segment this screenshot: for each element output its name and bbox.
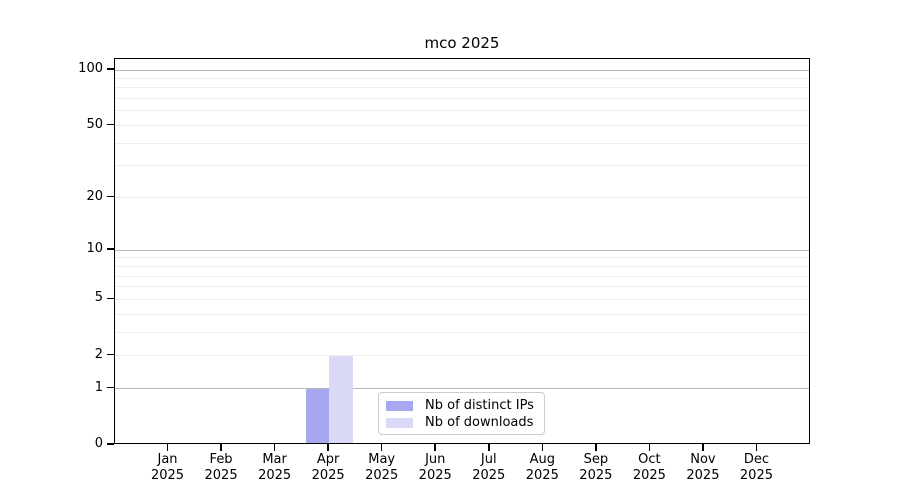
x-tick-text: 2025 (418, 468, 452, 483)
legend-swatch-distinct-ips (386, 400, 413, 411)
x-tick-text: 2025 (525, 468, 559, 483)
x-tick-label: Jul 2025 (462, 452, 516, 484)
plot-area (114, 58, 810, 444)
x-tick-text: Dec (743, 452, 770, 467)
minor-gridline (115, 165, 809, 167)
legend-label-distinct-ips: Nb of distinct IPs (425, 398, 534, 413)
x-tick-label: May 2025 (355, 452, 409, 484)
x-tick-label: Jan 2025 (141, 452, 195, 484)
x-tick-text: 2025 (365, 468, 399, 483)
x-tick-text: 2025 (311, 468, 345, 483)
minor-gridline (115, 110, 809, 112)
y-tick-mark (107, 443, 114, 445)
y-tick-mark (107, 68, 114, 70)
x-tick-text: May (368, 452, 396, 467)
x-tick-text: 2025 (150, 468, 185, 483)
minor-gridline (115, 125, 809, 127)
legend-item-downloads: Nb of downloads (386, 414, 544, 431)
bar-apr-distinct-ips (305, 388, 330, 444)
y-tick-mark (107, 386, 114, 389)
x-tick-label: Sep 2025 (569, 452, 623, 484)
legend-swatch-downloads (386, 417, 413, 428)
minor-gridline (115, 257, 809, 259)
x-tick-mark (327, 444, 329, 451)
y-tick-label: 10 (86, 241, 103, 257)
minor-gridline (115, 355, 809, 357)
minor-gridline (115, 275, 809, 277)
minor-gridline (115, 87, 809, 89)
major-gridline (115, 249, 809, 251)
legend: Nb of distinct IPs Nb of downloads (378, 392, 545, 435)
x-tick-mark (541, 444, 544, 451)
y-tick-label: 5 (94, 290, 103, 306)
x-tick-text: Jul (480, 452, 497, 467)
minor-gridline (115, 286, 809, 288)
y-tick-mark (107, 248, 114, 250)
minor-gridline (115, 265, 809, 267)
x-tick-text: Nov (690, 452, 716, 467)
chart-title: mco 2025 (424, 34, 500, 52)
legend-item-distinct-ips: Nb of distinct IPs (386, 397, 544, 414)
bar-apr-downloads (329, 355, 353, 444)
y-tick-label: 2 (94, 346, 103, 362)
y-tick-label: 1 (94, 379, 103, 395)
x-tick-text: Feb (209, 452, 233, 467)
x-tick-mark (434, 444, 436, 451)
major-gridline (115, 388, 809, 390)
x-tick-label: Aug 2025 (515, 452, 569, 484)
y-tick-label: 50 (86, 116, 103, 132)
x-tick-text: 2025 (579, 468, 613, 483)
x-tick-mark (488, 444, 490, 451)
legend-label-downloads: Nb of downloads (425, 415, 534, 430)
x-tick-text: 2025 (632, 468, 666, 483)
y-tick-label: 20 (86, 188, 103, 204)
x-tick-mark (380, 444, 383, 451)
x-tick-label: Nov 2025 (676, 452, 730, 484)
x-tick-label: Dec 2025 (729, 452, 783, 484)
y-tick-mark (107, 195, 114, 198)
x-tick-text: 2025 (686, 468, 720, 483)
x-tick-mark (220, 444, 222, 451)
x-tick-label: Jun 2025 (408, 452, 462, 484)
x-tick-mark (273, 444, 276, 451)
minor-gridline (115, 142, 809, 144)
x-tick-text: Mar (262, 452, 287, 467)
y-tick-label: 100 (78, 61, 103, 76)
x-tick-text: Oct (638, 452, 661, 467)
x-tick-label: Oct 2025 (622, 452, 676, 484)
x-tick-mark (648, 444, 651, 451)
x-tick-text: 2025 (739, 468, 773, 483)
x-tick-text: 2025 (258, 468, 292, 483)
x-tick-text: Aug (529, 452, 555, 467)
x-tick-mark (166, 444, 169, 451)
y-tick-mark (107, 353, 114, 356)
y-tick-mark (107, 297, 114, 300)
x-tick-text: Sep (583, 452, 609, 467)
x-tick-mark (595, 444, 597, 451)
minor-gridline (115, 98, 809, 100)
minor-gridline (115, 313, 809, 315)
y-tick-label: 0 (94, 436, 103, 451)
x-tick-mark (755, 444, 758, 451)
minor-gridline (115, 331, 809, 333)
x-tick-text: Apr (316, 452, 340, 467)
y-tick-mark (107, 123, 114, 126)
major-gridline (115, 69, 809, 71)
x-tick-label: Apr 2025 (301, 452, 355, 484)
minor-gridline (115, 298, 809, 300)
x-tick-label: Mar 2025 (248, 452, 302, 484)
x-tick-label: Feb 2025 (194, 452, 248, 484)
x-tick-text: Jan (157, 452, 178, 467)
x-tick-mark (702, 444, 704, 451)
x-tick-text: 2025 (204, 468, 238, 483)
minor-gridline (115, 197, 809, 199)
x-tick-text: 2025 (472, 468, 506, 483)
x-tick-text: Jun (425, 452, 446, 467)
minor-gridline (115, 77, 809, 79)
